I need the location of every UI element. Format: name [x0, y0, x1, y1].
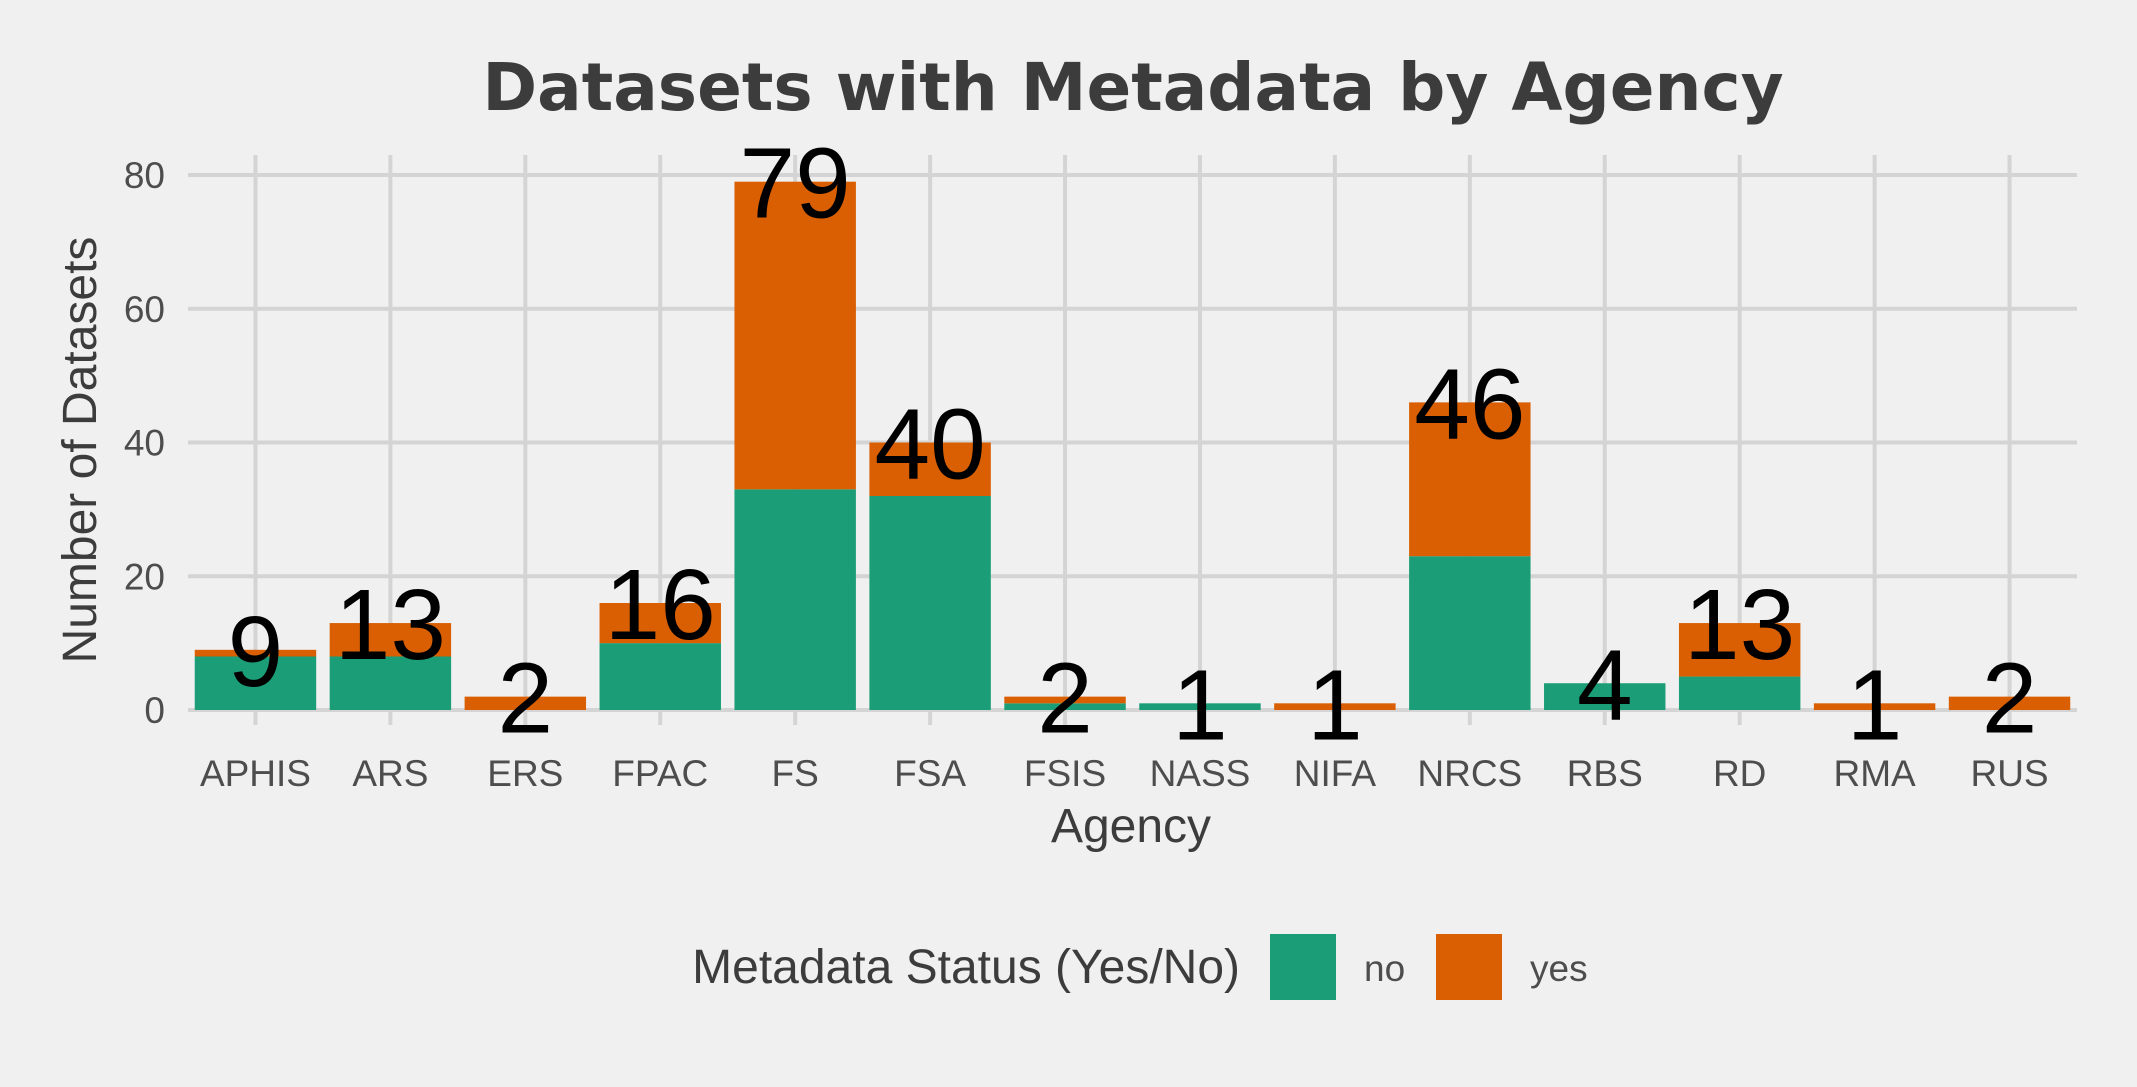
y-tick-label: 80 [124, 155, 165, 196]
bar-yes-fs [734, 181, 856, 490]
x-tick-label: FSA [894, 753, 966, 794]
bar-total-label: 13 [1684, 569, 1795, 681]
bar-no-aphis [194, 656, 317, 710]
y-tick-label: 60 [124, 289, 165, 330]
bar-total-label: 9 [228, 596, 284, 708]
bar-no-nass [1139, 703, 1261, 710]
legend-key-yes [1436, 934, 1502, 1000]
bar-yes-rd [1678, 623, 1801, 677]
x-axis-ticks: APHIS ARS ERS FPAC FS FSA FSIS NASS NIFA NRCS RBS R… [200, 753, 2049, 794]
gridlines [188, 155, 2077, 725]
bar-no-fsis [1004, 703, 1126, 710]
bar-no-fpac [599, 643, 721, 710]
x-tick-label: FS [772, 753, 819, 794]
bar-yes-nifa [1274, 703, 1396, 710]
bars [194, 181, 2071, 710]
legend: Metadata Status (Yes/No) no yes [692, 934, 1588, 1000]
x-tick-label: NIFA [1294, 753, 1377, 794]
legend-label-yes: yes [1530, 948, 1588, 989]
y-axis-ticks: 0 20 40 60 80 [124, 155, 165, 731]
chart-title: Datasets with Metadata by Agency [482, 49, 1783, 126]
bar-total-label: 4 [1577, 629, 1633, 741]
x-tick-label: ERS [487, 753, 563, 794]
legend-key-no [1270, 934, 1336, 1000]
bar-yes-rus [1948, 696, 2071, 710]
bar-yes-rma [1813, 703, 1936, 710]
legend-label-no: no [1364, 948, 1405, 989]
bar-total-label: 2 [1037, 643, 1093, 755]
bar-total-label: 40 [874, 389, 985, 501]
bar-total-label: 1 [1172, 649, 1228, 761]
bar-no-ars [329, 656, 452, 710]
legend-items: no yes [1270, 934, 1588, 1000]
y-tick-label: 0 [144, 690, 165, 731]
y-tick-label: 40 [124, 423, 165, 464]
bar-yes-ars [329, 623, 452, 657]
x-tick-label: APHIS [200, 753, 311, 794]
bar-total-label: 1 [1307, 649, 1363, 761]
x-tick-label: RMA [1833, 753, 1916, 794]
bar-yes-fsis [1004, 696, 1126, 704]
x-tick-label: RUS [1970, 753, 2048, 794]
x-tick-label: RD [1713, 753, 1766, 794]
bar-total-label: 16 [605, 549, 716, 661]
x-tick-label: FPAC [612, 753, 708, 794]
bar-yes-aphis [194, 649, 317, 657]
bar-total-label: 79 [740, 128, 851, 240]
bar-total-label: 2 [1982, 643, 2038, 755]
x-tick-label: NASS [1150, 753, 1251, 794]
y-axis-title: Number of Datasets [54, 237, 107, 664]
bar-total-label: 2 [498, 643, 554, 755]
x-tick-label: NRCS [1417, 753, 1522, 794]
bar-no-rd [1678, 676, 1801, 710]
bar-yes-nrcs [1409, 402, 1531, 557]
bar-total-label: 46 [1414, 348, 1525, 460]
bar-no-fsa [869, 496, 991, 710]
bar-yes-ers [464, 696, 587, 710]
x-tick-label: RBS [1567, 753, 1643, 794]
x-axis-title: Agency [1051, 800, 1211, 853]
x-tick-label: ARS [352, 753, 428, 794]
legend-title: Metadata Status (Yes/No) [692, 941, 1240, 994]
bar-no-rbs [1544, 683, 1666, 710]
x-tick-label: FSIS [1024, 753, 1106, 794]
bar-yes-fpac [599, 603, 721, 644]
bar-total-label: 1 [1847, 649, 1903, 761]
y-tick-label: 20 [124, 556, 165, 597]
bar-total-label: 13 [335, 569, 446, 681]
bar-no-fs [734, 489, 856, 710]
bar-yes-fsa [869, 442, 991, 496]
bar-no-nrcs [1409, 556, 1531, 710]
